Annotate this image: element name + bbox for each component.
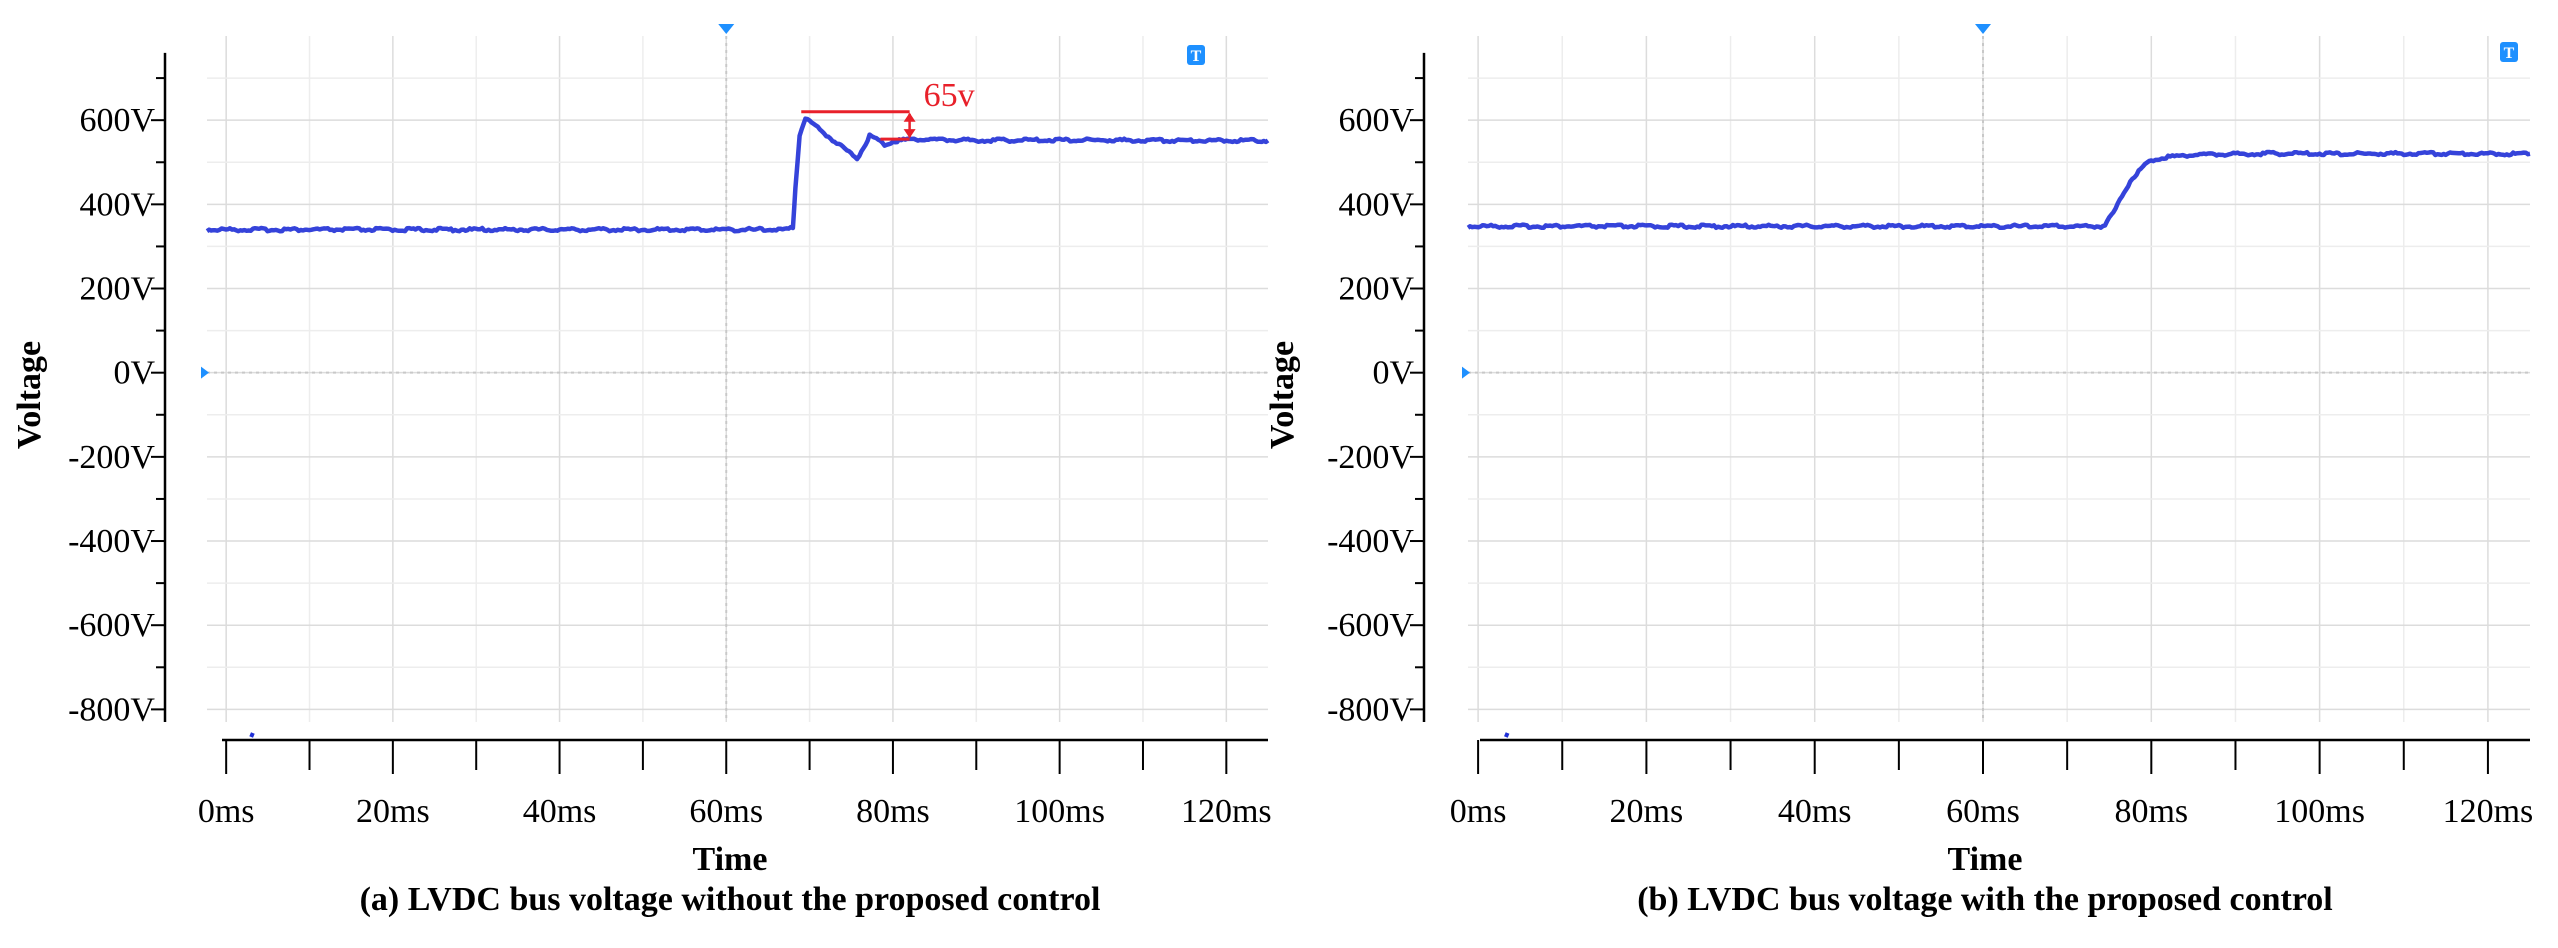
dimension-arrow-down: [903, 129, 916, 139]
y-tick-label: -600V: [68, 607, 155, 644]
overshoot-label: 65v: [924, 77, 975, 114]
series-line: [205, 116, 1270, 234]
y-tick-label: -200V: [1327, 439, 1414, 476]
x-tick-label: 120ms: [1181, 793, 1272, 830]
offscreen-trace-marker: [249, 732, 255, 738]
y-tick-label: -800V: [68, 691, 155, 728]
x-axis: 0ms 20ms 40ms 60ms 80ms 100ms 120ms Time: [198, 738, 1272, 878]
y-tick-label: 0V: [113, 355, 155, 392]
y-axis-title: Voltage: [1264, 341, 1301, 449]
ground-level-marker: [201, 366, 209, 379]
y-axis: 600V 400V 200V 0V -200V -400V -600V -800V Voltag…: [1264, 52, 1426, 728]
y-tick-label: -400V: [1327, 523, 1414, 560]
y-tick-label: 400V: [79, 186, 155, 223]
trigger-level-marker: [1187, 45, 1205, 65]
trigger-level-marker: [2500, 42, 2518, 62]
y-tick-label: 400V: [1338, 186, 1414, 223]
trigger-position-marker: [1975, 24, 1992, 34]
trigger-marker-label: T: [2504, 45, 2515, 62]
y-tick-label: -400V: [68, 523, 155, 560]
x-tick-label: 40ms: [1778, 793, 1852, 830]
y-tick-label: 200V: [79, 271, 155, 308]
y-tick-label: -200V: [68, 439, 155, 476]
x-tick-label: 60ms: [1946, 793, 2020, 830]
x-tick-label: 80ms: [856, 793, 930, 830]
chart-panel-b: 600V 400V 200V 0V -200V -400V -600V -800V Voltag…: [1264, 24, 2533, 918]
series-line: [1466, 149, 2531, 231]
dimension-arrow-up: [903, 112, 916, 122]
x-tick-label: 20ms: [1610, 793, 1684, 830]
x-tick-label: 80ms: [2114, 793, 2188, 830]
trigger-position-marker: [718, 24, 735, 34]
y-tick-label: 600V: [79, 102, 155, 139]
x-tick-label: 120ms: [2443, 793, 2534, 830]
y-tick-label: 0V: [1372, 355, 1414, 392]
y-tick-label: 200V: [1338, 271, 1414, 308]
chart-caption: (b) LVDC bus voltage with the proposed c…: [1637, 881, 2333, 918]
x-tick-label: 0ms: [198, 793, 255, 830]
x-axis-title: Time: [693, 841, 768, 878]
x-tick-label: 100ms: [1014, 793, 1105, 830]
grid: [1468, 36, 2530, 722]
chart-panel-a: 600V 400V 200V 0V -200V -400V -600V -800V Voltag…: [11, 24, 1272, 918]
x-tick-label: 60ms: [689, 793, 763, 830]
x-tick-label: 40ms: [523, 793, 597, 830]
offscreen-trace-marker: [1504, 732, 1510, 738]
x-tick-label: 20ms: [356, 793, 430, 830]
y-tick-label: -800V: [1327, 691, 1414, 728]
chart-caption: (a) LVDC bus voltage without the propose…: [360, 881, 1101, 918]
y-axis-title: Voltage: [11, 341, 48, 449]
trigger-marker-label: T: [1191, 48, 1202, 65]
y-tick-label: 600V: [1338, 102, 1414, 139]
overshoot-annotation: 65v: [801, 77, 975, 141]
x-axis: 0ms 20ms 40ms 60ms 80ms 100ms 120ms Time: [1450, 738, 2534, 878]
x-tick-label: 100ms: [2274, 793, 2365, 830]
y-tick-label: -600V: [1327, 607, 1414, 644]
x-axis-title: Time: [1948, 841, 2023, 878]
grid: [207, 36, 1268, 722]
x-tick-label: 0ms: [1450, 793, 1507, 830]
ground-level-marker: [1462, 366, 1470, 379]
y-axis: 600V 400V 200V 0V -200V -400V -600V -800V Voltag…: [11, 52, 167, 728]
